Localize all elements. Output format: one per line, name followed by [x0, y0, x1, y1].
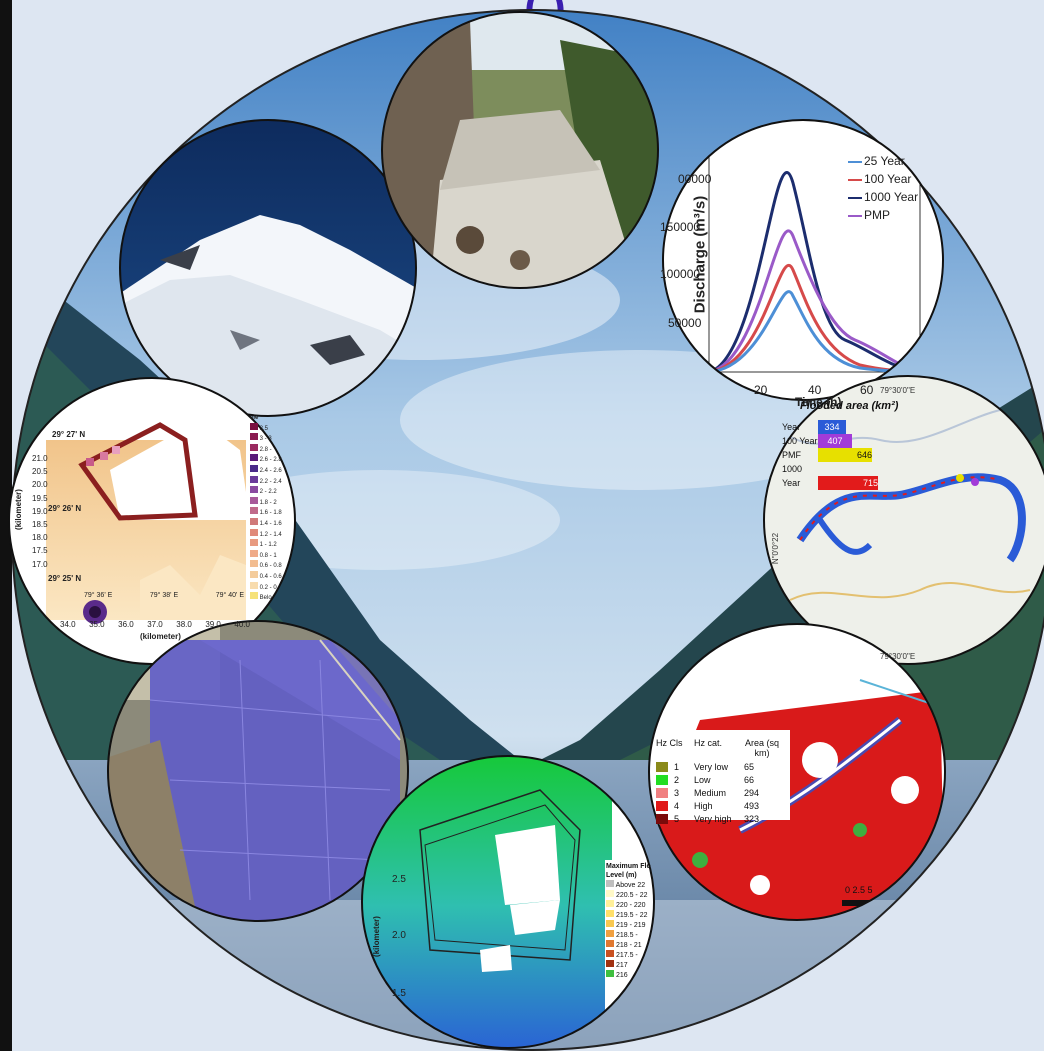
hydrograph-chart	[662, 119, 944, 401]
left-edge-bar	[0, 0, 12, 1051]
contour-map-chart	[8, 377, 296, 665]
max-flood-level-map	[361, 755, 655, 1049]
hazard-class-map	[648, 623, 946, 921]
flood-extent-map	[763, 375, 1044, 665]
river-gorge-photo	[381, 11, 659, 289]
